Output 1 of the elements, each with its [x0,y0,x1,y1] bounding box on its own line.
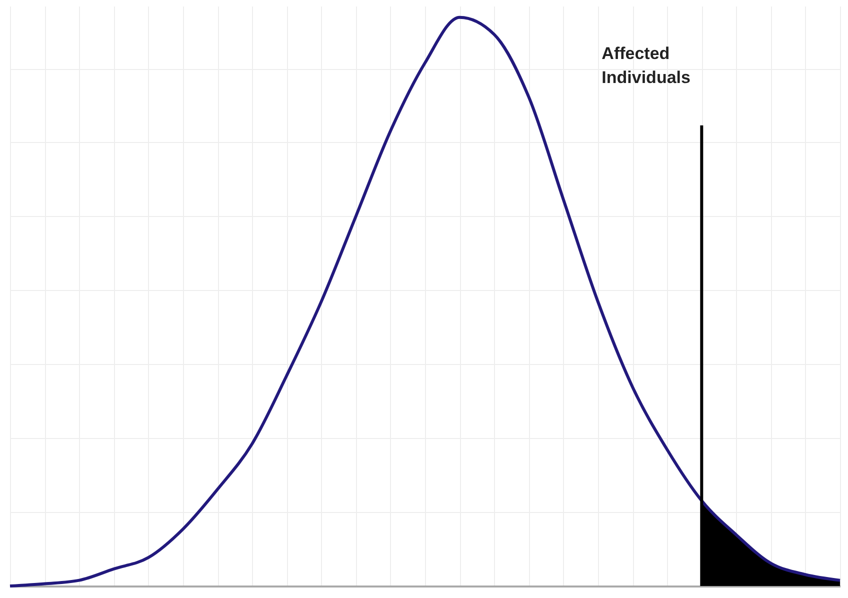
annotation: Affected Individuals [602,44,690,87]
